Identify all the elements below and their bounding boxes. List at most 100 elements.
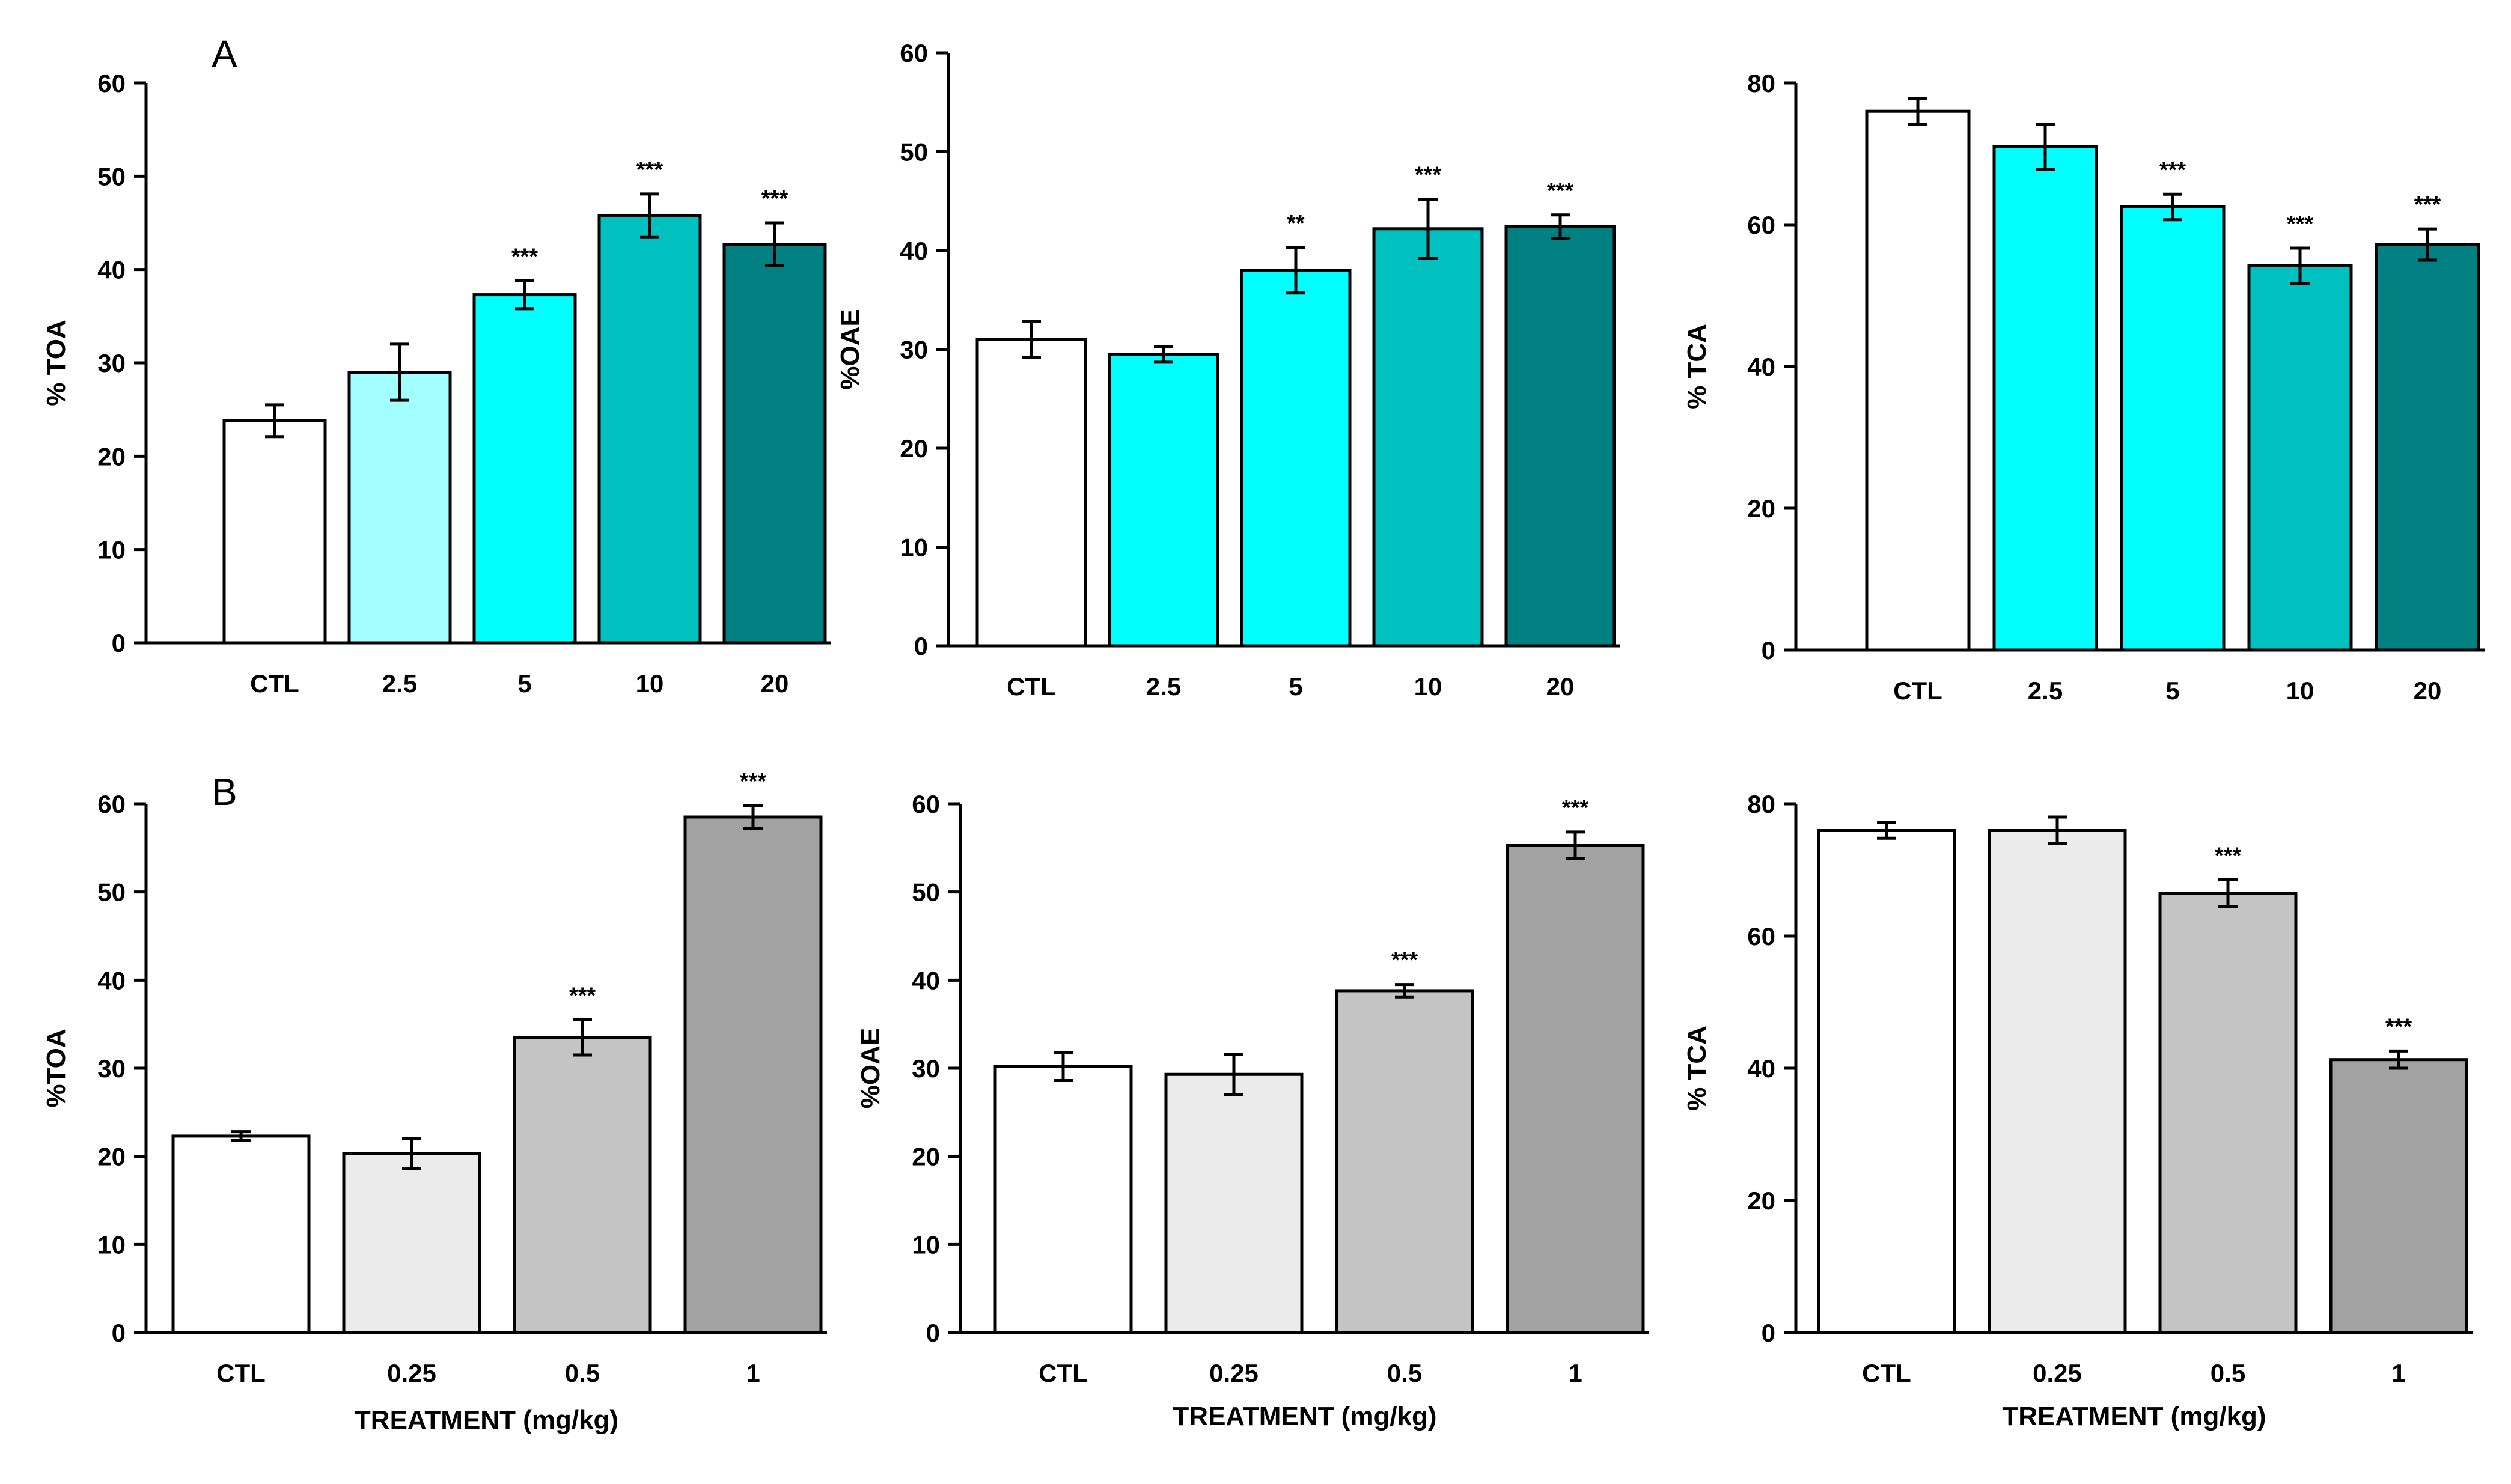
panel-6-category-label: 0.25 [2033, 1359, 2082, 1387]
panel-1-ytick-label: 20 [97, 442, 126, 470]
panel-4-ytick-label: 0 [112, 1319, 126, 1347]
panel-5-ytick-label: 10 [912, 1230, 940, 1259]
panel-5-category-label: 0.25 [1209, 1359, 1259, 1387]
panel-1-bar [722, 243, 827, 645]
panel-2-bar [1240, 269, 1352, 648]
panel-6-significance-label: *** [2215, 844, 2242, 869]
panel-3-category-label: 2.5 [2028, 677, 2063, 705]
panel-2-y-axis-label: %OAE [835, 309, 865, 389]
panel-5-bar [1506, 844, 1645, 1334]
panel-2-ytick-label: 40 [900, 237, 928, 265]
panel-6-bar [2329, 1058, 2468, 1334]
panel-1-ytick-label: 30 [97, 349, 126, 377]
panel-6-y-axis-label: % TCA [1682, 1026, 1712, 1111]
panel-4-ytick-label: 10 [97, 1230, 126, 1259]
panel-5-bar [1164, 1072, 1304, 1334]
panel-3-category-label: 10 [2286, 677, 2314, 705]
panel-6-ytick-label: 20 [1747, 1187, 1775, 1215]
panel-2-category-label: 2.5 [1146, 672, 1181, 701]
panel-4-ytick-label: 30 [97, 1054, 126, 1083]
panel-5-ytick-label: 40 [912, 966, 940, 994]
panel-1-significance-label: *** [511, 244, 539, 269]
panel-5-bar [1335, 989, 1474, 1334]
panel-4-significance-label: *** [569, 983, 596, 1008]
panel-2-significance-label: *** [1547, 178, 1574, 204]
panel-2-ytick-label: 50 [900, 138, 928, 166]
panel-4-bar [683, 815, 823, 1334]
panel-3-bar [1992, 145, 2098, 652]
panel-3-ytick-label: 40 [1747, 353, 1775, 381]
panel-1-ytick-label: 60 [97, 69, 126, 97]
panel-1-ytick-label: 40 [97, 256, 126, 284]
panel-4-ytick-label: 20 [97, 1143, 126, 1171]
panel-1-ytick-label: 10 [97, 536, 126, 564]
panel-letter-a: A [212, 32, 237, 76]
panel-5-ytick-label: 20 [912, 1143, 940, 1171]
panel-3-category-label: 5 [2165, 677, 2179, 705]
panel-3-category-label: CTL [1893, 677, 1942, 705]
panel-6-bar [1988, 829, 2127, 1334]
panel-5-ytick-label: 0 [926, 1319, 940, 1347]
panel-1-bar [472, 293, 577, 645]
panel-5-category-label: CTL [1039, 1359, 1088, 1387]
panel-2-ytick-label: 20 [900, 434, 928, 463]
panel-6-x-axis-label: TREATMENT (mg/kg) [2002, 1402, 2266, 1431]
panel-1-y-axis-label: % TOA [41, 320, 71, 406]
panel-5-ytick-label: 30 [912, 1054, 940, 1083]
panel-4-bar [171, 1134, 311, 1334]
panel-6-category-label: CTL [1862, 1359, 1911, 1387]
panel-6-category-label: 1 [2391, 1359, 2405, 1387]
panel-4-significance-label: *** [740, 769, 767, 794]
panel-3-bar [2375, 243, 2480, 652]
panel-4-category-label: 0.5 [565, 1359, 600, 1387]
panel-4-ytick-label: 50 [97, 878, 126, 907]
panel-5-ytick-label: 60 [912, 790, 940, 818]
panel-2-category-label: 20 [1546, 672, 1575, 701]
panel-2-bar [1108, 353, 1219, 648]
panel-2-bar [1504, 225, 1616, 648]
panel-4-category-label: 0.25 [387, 1359, 436, 1387]
panel-2-category-label: 5 [1289, 672, 1302, 701]
panel-2-significance-label: *** [1415, 162, 1442, 187]
panel-1-category-label: CTL [250, 669, 299, 698]
panel-6-ytick-label: 80 [1747, 790, 1775, 818]
panel-letter-b: B [212, 770, 237, 813]
panel-1-bar [597, 214, 702, 645]
panel-5-category-label: 1 [1568, 1359, 1582, 1387]
panel-6-bar [2158, 892, 2298, 1334]
panel-3-significance-label: *** [2159, 157, 2186, 183]
panel-4-bar [342, 1152, 481, 1334]
panel-5-category-label: 0.5 [1387, 1359, 1422, 1387]
panel-2-bar [975, 338, 1087, 648]
panel-4-ytick-label: 40 [97, 966, 126, 994]
panel-2-category-label: CTL [1007, 672, 1056, 701]
panel-6-bar [1817, 829, 1956, 1334]
panel-3-ytick-label: 60 [1747, 211, 1775, 239]
panel-2-ytick-label: 10 [900, 534, 928, 562]
panel-3-bar [1865, 109, 1971, 652]
panel-3-bar [2120, 205, 2226, 652]
panel-4-x-axis-label: TREATMENT (mg/kg) [355, 1405, 618, 1435]
panel-4-ytick-label: 60 [97, 790, 126, 818]
panel-6-ytick-label: 40 [1747, 1054, 1775, 1083]
panel-2-category-label: 10 [1414, 672, 1442, 701]
panel-1-significance-label: *** [636, 157, 664, 183]
panel-1-bar [347, 371, 452, 645]
panel-1-bar [222, 419, 327, 645]
panel-6-category-label: 0.5 [2210, 1359, 2245, 1387]
panel-3-significance-label: *** [2414, 192, 2441, 217]
panel-2-bar [1372, 227, 1484, 648]
panel-1-category-label: 5 [517, 669, 531, 698]
panel-3-bar [2247, 264, 2353, 652]
panel-3-significance-label: *** [2287, 211, 2314, 237]
panel-4-bar [513, 1036, 652, 1334]
panel-5-x-axis-label: TREATMENT (mg/kg) [1173, 1402, 1436, 1431]
panel-1-significance-label: *** [761, 186, 789, 211]
panel-1-category-label: 20 [761, 669, 789, 698]
panel-5-significance-label: *** [1562, 795, 1589, 821]
panel-3-ytick-label: 0 [1762, 636, 1775, 664]
panel-2-ytick-label: 30 [900, 336, 928, 364]
panel-4-category-label: 1 [746, 1359, 760, 1387]
panel-4-category-label: CTL [216, 1359, 266, 1387]
